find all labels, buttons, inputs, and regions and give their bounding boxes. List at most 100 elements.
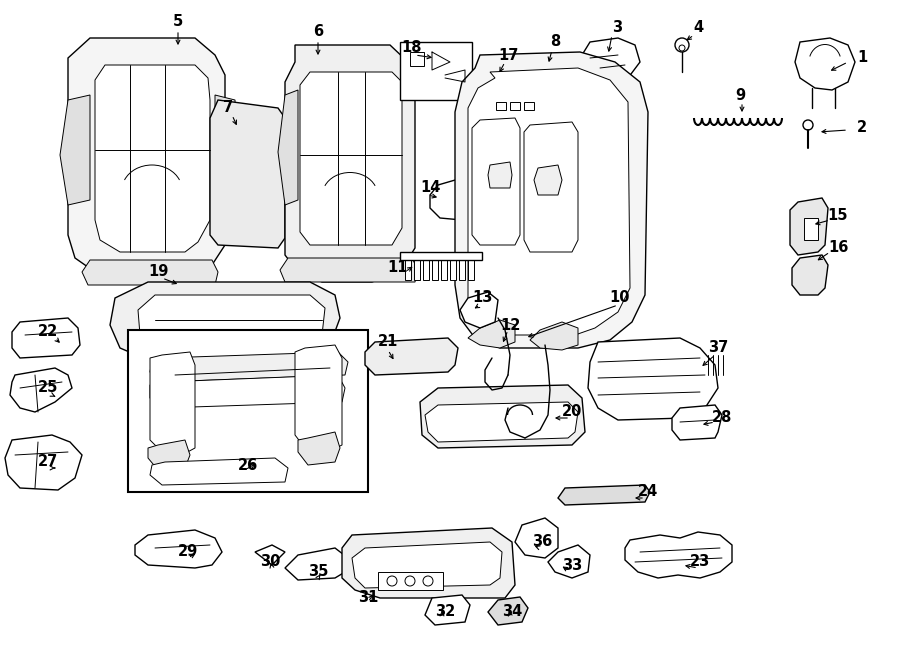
Text: 6: 6 xyxy=(313,24,323,40)
Bar xyxy=(414,258,420,280)
Text: 27: 27 xyxy=(38,455,58,469)
Text: 19: 19 xyxy=(148,264,168,280)
Polygon shape xyxy=(12,318,80,358)
Polygon shape xyxy=(420,385,585,448)
Text: 17: 17 xyxy=(498,48,518,63)
Polygon shape xyxy=(625,532,732,578)
Polygon shape xyxy=(5,435,82,490)
Polygon shape xyxy=(795,38,855,90)
Text: 34: 34 xyxy=(502,605,522,619)
Circle shape xyxy=(679,45,685,51)
Polygon shape xyxy=(488,597,528,625)
Text: 15: 15 xyxy=(828,208,848,223)
Bar xyxy=(450,258,456,280)
Bar xyxy=(510,102,520,110)
Text: 1: 1 xyxy=(857,50,867,65)
Text: 23: 23 xyxy=(690,555,710,570)
Polygon shape xyxy=(468,320,515,348)
Polygon shape xyxy=(68,38,225,280)
Polygon shape xyxy=(285,548,348,580)
Polygon shape xyxy=(425,595,470,625)
Bar xyxy=(468,258,474,280)
Text: 11: 11 xyxy=(388,260,409,276)
Polygon shape xyxy=(536,55,575,90)
Polygon shape xyxy=(298,432,340,465)
Polygon shape xyxy=(582,38,640,82)
Bar xyxy=(405,258,411,280)
Text: 16: 16 xyxy=(828,241,848,256)
Circle shape xyxy=(387,576,397,586)
Polygon shape xyxy=(278,90,298,205)
Text: 18: 18 xyxy=(401,40,422,56)
Circle shape xyxy=(803,120,813,130)
Text: 36: 36 xyxy=(532,535,552,549)
Text: 33: 33 xyxy=(562,557,582,572)
Polygon shape xyxy=(455,52,648,348)
Polygon shape xyxy=(342,528,515,598)
Polygon shape xyxy=(255,545,285,565)
Text: 25: 25 xyxy=(38,381,58,395)
Text: 12: 12 xyxy=(500,317,520,332)
Polygon shape xyxy=(150,352,195,455)
Polygon shape xyxy=(10,368,72,412)
Text: 7: 7 xyxy=(223,100,233,116)
Text: 32: 32 xyxy=(435,605,455,619)
Bar xyxy=(128,330,368,492)
Polygon shape xyxy=(150,352,348,382)
Polygon shape xyxy=(468,68,630,335)
Text: 21: 21 xyxy=(378,334,398,350)
Polygon shape xyxy=(138,295,325,348)
Polygon shape xyxy=(150,375,345,408)
Polygon shape xyxy=(482,65,522,98)
Text: 24: 24 xyxy=(638,485,658,500)
Text: 9: 9 xyxy=(735,87,745,102)
Polygon shape xyxy=(215,95,238,205)
Bar xyxy=(378,572,443,590)
Text: 2: 2 xyxy=(857,120,867,136)
Polygon shape xyxy=(515,518,558,558)
Text: 31: 31 xyxy=(358,590,378,605)
Text: 37: 37 xyxy=(708,340,728,356)
Polygon shape xyxy=(425,402,578,442)
Bar xyxy=(400,42,472,100)
Polygon shape xyxy=(135,530,222,568)
Text: 22: 22 xyxy=(38,325,58,340)
Text: 5: 5 xyxy=(173,15,183,30)
Polygon shape xyxy=(148,440,190,470)
Text: 3: 3 xyxy=(612,20,622,36)
Polygon shape xyxy=(430,178,475,220)
Bar xyxy=(400,252,482,260)
Text: 14: 14 xyxy=(419,180,440,196)
Polygon shape xyxy=(95,65,210,252)
Polygon shape xyxy=(210,100,285,248)
Text: 4: 4 xyxy=(693,20,703,36)
Circle shape xyxy=(405,576,415,586)
Polygon shape xyxy=(672,405,722,440)
Text: 35: 35 xyxy=(308,564,328,580)
Polygon shape xyxy=(365,338,458,375)
Polygon shape xyxy=(110,282,340,360)
Polygon shape xyxy=(285,45,415,282)
Text: 10: 10 xyxy=(610,290,630,305)
Polygon shape xyxy=(82,260,218,285)
Bar xyxy=(496,102,506,110)
Polygon shape xyxy=(524,122,578,252)
Text: 30: 30 xyxy=(260,555,280,570)
Polygon shape xyxy=(300,72,402,245)
Bar xyxy=(410,52,424,66)
Text: 29: 29 xyxy=(178,545,198,559)
Polygon shape xyxy=(588,338,718,420)
Bar xyxy=(524,102,534,110)
Polygon shape xyxy=(460,292,498,328)
Polygon shape xyxy=(530,322,578,350)
Polygon shape xyxy=(534,165,562,195)
Polygon shape xyxy=(558,485,650,505)
Bar xyxy=(804,218,818,240)
Bar xyxy=(459,258,465,280)
Polygon shape xyxy=(352,542,502,588)
Text: 13: 13 xyxy=(472,290,492,305)
Polygon shape xyxy=(295,345,342,452)
Bar xyxy=(441,258,447,280)
Circle shape xyxy=(423,576,433,586)
Polygon shape xyxy=(280,258,418,282)
